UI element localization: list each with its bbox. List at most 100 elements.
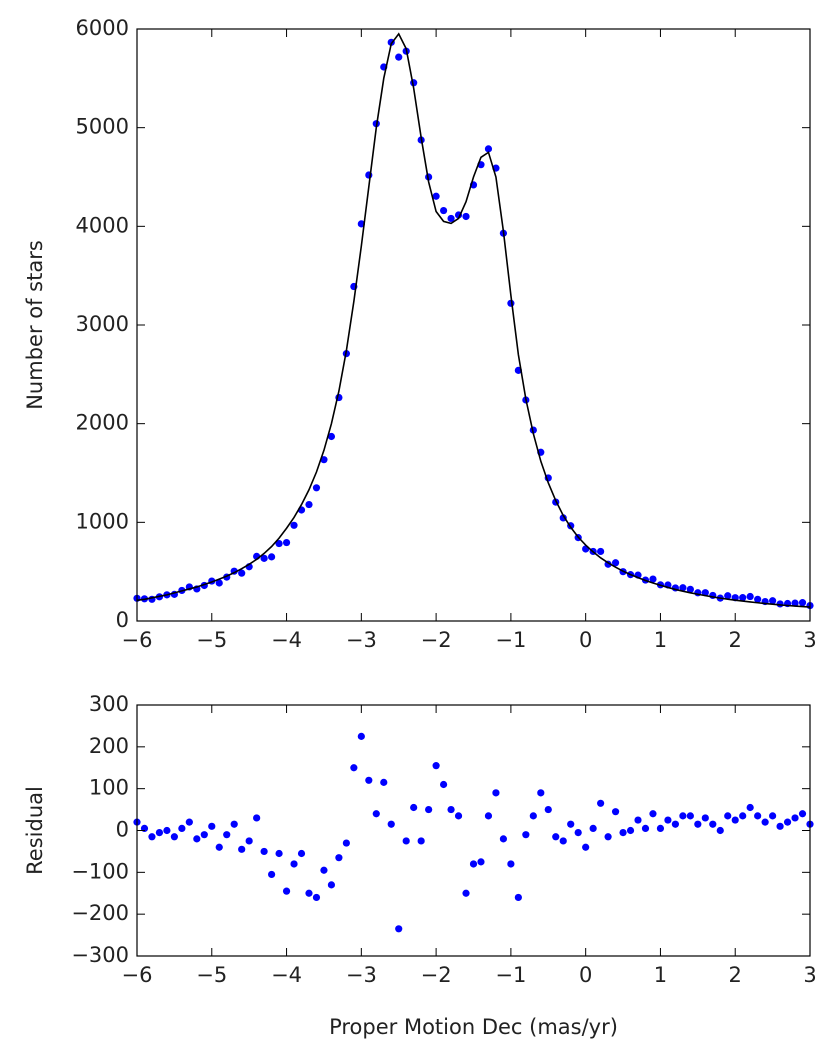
x-tick-label: −6 <box>122 628 153 652</box>
data-point <box>200 831 208 839</box>
data-point <box>694 820 702 828</box>
x-tick-label: −4 <box>271 628 302 652</box>
y-tick-label: 0 <box>116 608 129 632</box>
data-point <box>641 824 650 833</box>
data-point <box>312 484 321 492</box>
y-tick-label: −100 <box>71 859 129 883</box>
data-point <box>365 776 373 784</box>
data-point <box>260 847 268 856</box>
axes-frame <box>136 704 811 957</box>
data-point <box>529 812 537 820</box>
data-point <box>462 889 470 897</box>
data-point <box>290 521 298 529</box>
y-axis-label: Number of stars <box>23 240 47 410</box>
data-point <box>290 860 298 868</box>
data-point <box>724 812 732 820</box>
data-point <box>597 799 605 807</box>
data-point <box>798 599 807 607</box>
y-tick-label: −300 <box>71 943 129 967</box>
x-tick-label: 2 <box>729 628 742 652</box>
data-point <box>469 860 478 868</box>
data-point <box>282 887 291 895</box>
data-point <box>432 192 440 200</box>
y-axis-label: Residual <box>23 786 47 875</box>
data-point <box>484 812 493 820</box>
data-point <box>335 854 343 862</box>
data-point <box>611 808 620 816</box>
y-tick-label: 200 <box>89 734 129 758</box>
data-point <box>754 595 762 603</box>
data-point <box>447 214 455 223</box>
data-point <box>148 833 156 841</box>
data-point <box>716 826 724 835</box>
data-point <box>462 212 470 221</box>
x-tick-label: 1 <box>654 628 667 652</box>
data-point <box>447 805 455 814</box>
data-point <box>410 803 418 812</box>
data-point <box>215 579 223 587</box>
axes-frame <box>136 28 811 622</box>
y-tick-label: 6000 <box>76 16 129 40</box>
data-point <box>746 592 754 601</box>
data-point <box>305 500 313 509</box>
data-point <box>746 803 754 812</box>
data-point <box>230 820 238 828</box>
data-point <box>798 810 807 818</box>
data-point <box>305 889 313 897</box>
data-point <box>327 881 336 889</box>
data-point <box>582 843 590 851</box>
data-point <box>664 816 672 824</box>
x-tick-label: 0 <box>579 963 592 987</box>
data-point <box>791 814 799 822</box>
data-point <box>769 812 777 820</box>
data-point <box>507 860 515 868</box>
data-point <box>275 849 283 858</box>
data-point <box>679 584 687 592</box>
data-point <box>245 837 253 845</box>
data-point <box>417 837 425 845</box>
data-point <box>297 849 306 858</box>
data-point <box>559 837 567 845</box>
data-point <box>604 833 612 841</box>
data-point <box>724 592 732 600</box>
x-tick-label: −5 <box>196 963 227 987</box>
data-point <box>238 569 246 577</box>
data-point <box>312 893 321 902</box>
y-tick-label: 4000 <box>76 213 129 237</box>
data-point <box>537 789 545 797</box>
x-tick-label: −5 <box>196 628 227 652</box>
data-point <box>372 810 380 818</box>
y-tick-label: 1000 <box>76 509 129 533</box>
data-point <box>327 432 336 441</box>
x-tick-label: −1 <box>495 628 526 652</box>
data-point <box>268 553 276 561</box>
y-tick-label: 0 <box>116 818 129 842</box>
data-point <box>275 539 283 548</box>
data-point <box>170 833 178 841</box>
data-point <box>552 833 560 841</box>
data-point <box>477 858 485 866</box>
data-point <box>783 818 792 826</box>
data-point <box>163 826 171 835</box>
data-point <box>709 820 717 828</box>
data-point <box>357 732 365 740</box>
data-point <box>567 820 575 828</box>
data-point <box>432 762 440 770</box>
x-tick-label: −6 <box>122 963 153 987</box>
data-point <box>208 822 216 830</box>
data-point <box>761 818 769 826</box>
data-point <box>739 594 747 602</box>
data-point <box>260 554 268 562</box>
data-point <box>656 824 665 833</box>
x-axis-label: Proper Motion Dec (mas/yr) <box>329 1015 618 1039</box>
data-point <box>342 839 350 847</box>
fit-line <box>136 32 811 608</box>
data-point <box>739 812 747 820</box>
data-point <box>671 820 680 828</box>
data-point <box>619 828 627 837</box>
data-point <box>185 818 193 826</box>
data-point <box>425 805 433 814</box>
data-point <box>193 835 201 843</box>
data-point <box>387 820 395 828</box>
